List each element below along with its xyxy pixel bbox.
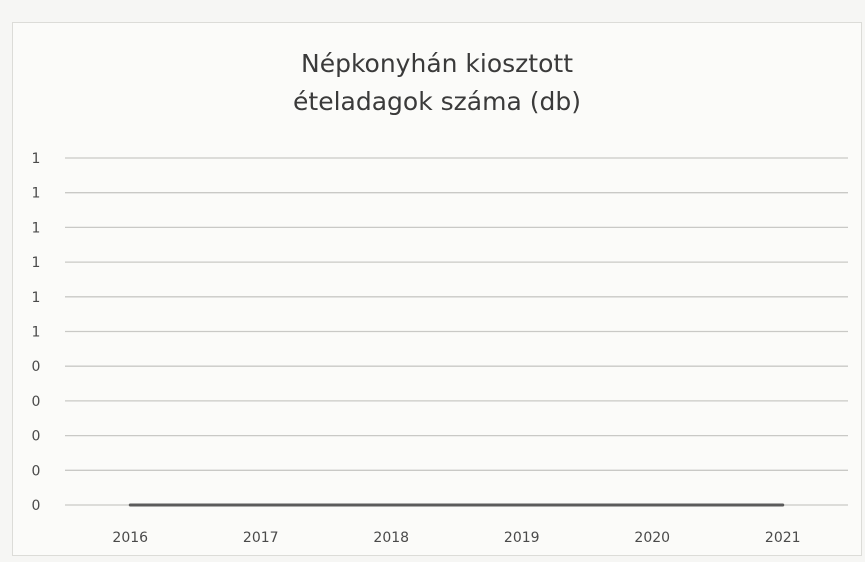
- x-tick-label: 2018: [373, 530, 409, 546]
- y-tick-label: 1: [32, 255, 41, 271]
- y-tick-label: 0: [32, 394, 41, 410]
- y-tick-label: 0: [32, 359, 41, 375]
- x-tick-label: 2016: [112, 530, 148, 546]
- x-tick-label: 2019: [504, 530, 540, 546]
- y-tick-label: 1: [32, 325, 41, 341]
- y-tick-label: 0: [32, 429, 41, 445]
- y-tick-label: 1: [32, 220, 41, 236]
- y-tick-label: 0: [32, 463, 41, 479]
- chart-title-line-2: ételadagok száma (db): [293, 87, 581, 116]
- x-tick-label: 2017: [243, 530, 279, 546]
- y-tick-label: 1: [32, 151, 41, 167]
- x-tick-label: 2021: [765, 530, 801, 546]
- chart-title-line-1: Népkonyhán kiosztott: [301, 49, 573, 78]
- chart-frame: Népkonyhán kiosztott ételadagok száma (d…: [12, 22, 862, 556]
- y-tick-label: 1: [32, 186, 41, 202]
- y-tick-label: 0: [32, 498, 41, 514]
- chart-title: Népkonyhán kiosztott ételadagok száma (d…: [13, 45, 861, 121]
- y-tick-label: 1: [32, 290, 41, 306]
- x-tick-label: 2020: [634, 530, 670, 546]
